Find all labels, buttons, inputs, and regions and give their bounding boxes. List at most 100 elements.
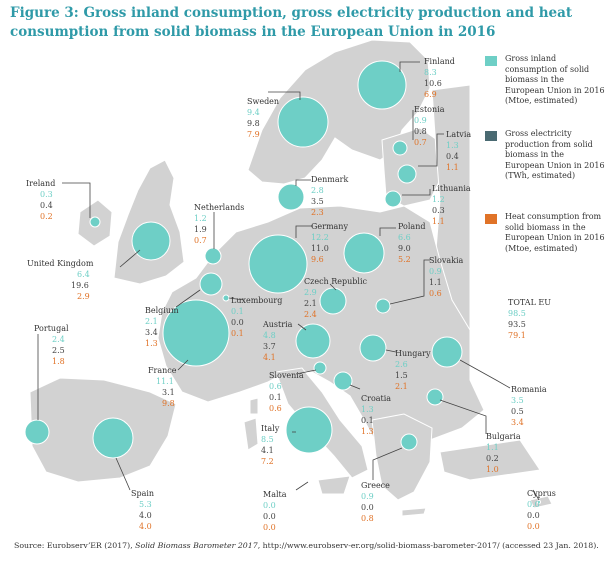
country-name: Ireland (26, 179, 56, 188)
bubble-belgium (199, 272, 223, 296)
consumption-value: 3.5 (511, 396, 524, 405)
heat-value: 4.0 (139, 522, 152, 531)
consumption-value: 8.5 (261, 435, 274, 444)
consumption-value: 0.0 (263, 501, 276, 510)
heat-value: 2.4 (304, 310, 317, 319)
heat-value: 1.1 (446, 163, 459, 172)
label-latvia: Latvia 1.3 0.4 1.1 (446, 129, 471, 173)
electricity-value: 3.5 (311, 197, 324, 206)
consumption-value: 0.1 (231, 307, 244, 316)
bubble-sweden (277, 96, 329, 148)
electricity-value: 10.6 (424, 79, 442, 88)
consumption-value: 2.1 (145, 317, 158, 326)
bubbles (24, 60, 541, 504)
figure-title: Figure 3: Gross inland consumption, gros… (10, 5, 573, 40)
label-sweden: Sweden 9.4 9.8 7.9 (247, 96, 279, 140)
country-name: United Kingdom (27, 259, 94, 268)
bubble-denmark (277, 183, 305, 211)
heat-value: 0.6 (429, 289, 442, 298)
country-name: Netherlands (194, 203, 245, 212)
electricity-value: 4.1 (261, 446, 274, 455)
bubble-greece (400, 433, 418, 451)
consumption-value: 1.2 (194, 214, 207, 223)
bubble-croatia (333, 371, 353, 391)
country-name: Poland (398, 222, 426, 231)
total-eu: TOTAL EU 98.5 93.5 79.1 (508, 297, 551, 341)
heat-value: 0.7 (194, 236, 207, 245)
heat-value: 1.3 (361, 427, 374, 436)
country-name: Denmark (311, 175, 349, 184)
label-luxembourg: Luxembourg 0.1 0.0 0.1 (231, 295, 282, 339)
bubble-italy (285, 406, 333, 454)
label-united-kingdom: United Kingdom 6.4 19.6 2.9 (27, 258, 93, 302)
legend-text-consumption: Gross inland consumption of solid biomas… (505, 54, 605, 105)
source-prefix: Source: EurobservʼER (2017), (14, 541, 136, 550)
bubble-austria (295, 323, 331, 359)
electricity-value: 0.0 (361, 503, 374, 512)
country-name: Sweden (247, 97, 280, 106)
total-label: TOTAL EU (508, 298, 552, 307)
label-portugal: Portugal 2.4 2.5 1.8 (34, 323, 69, 367)
label-belgium: Belgium 2.1 3.4 1.3 (145, 305, 179, 349)
heat-value: 1.0 (486, 465, 499, 474)
label-france: France 11.1 3.1 9.8 (148, 365, 177, 409)
country-name: Italy (261, 424, 280, 433)
electricity-value: 0.3 (432, 206, 445, 215)
consumption-value: 0.9 (414, 116, 427, 125)
label-estonia: Estonia 0.9 0.8 0.7 (414, 104, 444, 148)
heat-value: 4.1 (263, 353, 276, 362)
consumption-value: 1.3 (446, 141, 459, 150)
electricity-value: 2.1 (304, 299, 317, 308)
electricity-value: 19.6 (71, 281, 89, 290)
country-name: Czech Republic (304, 277, 367, 286)
electricity-value: 0.1 (269, 393, 282, 402)
heat-value: 2.1 (395, 382, 408, 391)
consumption-value: 8.3 (424, 68, 437, 77)
heat-value: 7.2 (261, 457, 274, 466)
label-croatia: Croatia 1.3 0.1 1.3 (361, 393, 391, 437)
electricity-value: 1.5 (395, 371, 408, 380)
total-electricity: 93.5 (508, 320, 526, 329)
country-name: Latvia (446, 130, 472, 139)
electricity-value: 0.4 (446, 152, 459, 161)
bubble-luxembourg (222, 294, 230, 302)
consumption-value: 2.6 (395, 360, 408, 369)
bubble-france (162, 299, 230, 367)
consumption-value: 9.4 (247, 108, 260, 117)
country-name: Spain (131, 489, 155, 498)
label-ireland: Ireland 0.3 0.4 0.2 (26, 178, 55, 222)
country-name: Romania (511, 385, 547, 394)
source-title: Solid Biomass Barometer 2017 (135, 541, 258, 550)
heat-value: 2.9 (77, 292, 90, 301)
label-romania: Romania 3.5 0.5 3.4 (511, 384, 547, 428)
label-slovenia: Slovenia 0.6 0.1 0.6 (269, 370, 304, 414)
country-name: Cyprus (527, 489, 556, 498)
heat-value: 0.2 (40, 212, 53, 221)
electricity-value: 3.4 (145, 328, 158, 337)
country-name: Germany (311, 222, 348, 231)
country-name: Greece (361, 481, 390, 490)
bubble-netherlands (204, 247, 222, 265)
country-name: Austria (263, 320, 293, 329)
total-heat: 79.1 (508, 331, 526, 340)
consumption-value: 0.6 (269, 382, 282, 391)
label-poland: Poland 6.6 9.0 5.2 (398, 221, 425, 265)
country-name: Slovenia (269, 371, 304, 380)
consumption-value: 1.1 (486, 443, 499, 452)
label-spain: Spain 5.3 4.0 4.0 (131, 488, 154, 532)
label-austria: Austria 4.8 3.7 4.1 (263, 319, 292, 363)
bubble-latvia (397, 164, 417, 184)
bubble-slovenia (313, 361, 327, 375)
heat-value: 2.3 (311, 208, 324, 217)
electricity-value: 3.7 (263, 342, 276, 351)
bubble-portugal (24, 419, 50, 445)
consumption-value: 12.2 (311, 233, 329, 242)
consumption-value: 4.8 (263, 331, 276, 340)
consumption-value: 2.9 (304, 288, 317, 297)
consumption-value: 1.2 (432, 195, 445, 204)
electricity-value: 9.8 (247, 119, 260, 128)
bubble-ireland (89, 216, 101, 228)
bubble-estonia (392, 140, 408, 156)
heat-value: 1.8 (52, 357, 65, 366)
